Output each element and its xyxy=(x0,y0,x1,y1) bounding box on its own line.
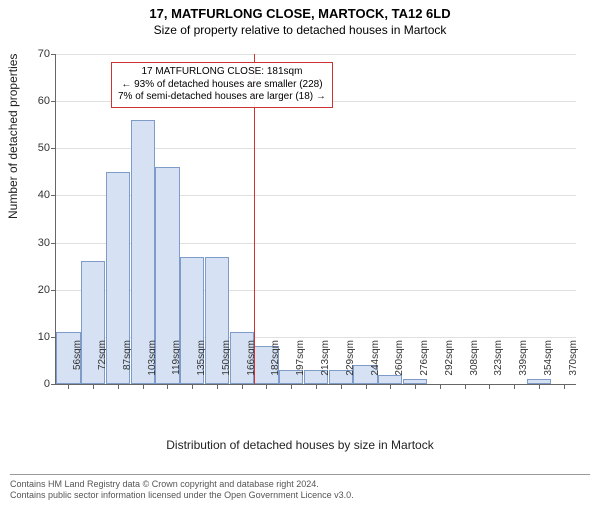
y-tick xyxy=(51,101,56,102)
callout-box: 17 MATFURLONG CLOSE: 181sqm← 93% of deta… xyxy=(111,62,333,108)
plot-region: 01020304050607056sqm72sqm87sqm103sqm119s… xyxy=(55,54,576,385)
x-tick xyxy=(489,384,490,389)
footer: Contains HM Land Registry data © Crown c… xyxy=(10,474,590,502)
x-tick xyxy=(440,384,441,389)
x-tick-label: 292sqm xyxy=(444,340,455,390)
y-tick-label: 30 xyxy=(10,237,50,249)
footer-line-2: Contains public sector information licen… xyxy=(10,490,590,502)
footer-line-1: Contains HM Land Registry data © Crown c… xyxy=(10,479,590,491)
x-tick xyxy=(68,384,69,389)
x-tick xyxy=(415,384,416,389)
x-tick-label: 354sqm xyxy=(543,340,554,390)
x-tick-label: 323sqm xyxy=(493,340,504,390)
x-tick xyxy=(539,384,540,389)
chart-title-main: 17, MATFURLONG CLOSE, MARTOCK, TA12 6LD xyxy=(0,6,600,21)
x-tick xyxy=(514,384,515,389)
x-tick xyxy=(242,384,243,389)
x-tick-label: 370sqm xyxy=(568,340,579,390)
x-tick-label: 308sqm xyxy=(469,340,480,390)
x-tick xyxy=(266,384,267,389)
x-tick xyxy=(291,384,292,389)
y-tick-label: 10 xyxy=(10,331,50,343)
x-tick-label: 276sqm xyxy=(419,340,430,390)
y-tick-label: 60 xyxy=(10,95,50,107)
y-tick-label: 0 xyxy=(10,378,50,390)
y-tick-label: 50 xyxy=(10,142,50,154)
x-tick xyxy=(366,384,367,389)
x-tick xyxy=(143,384,144,389)
x-tick xyxy=(465,384,466,389)
callout-line: 7% of semi-detached houses are larger (1… xyxy=(118,91,326,104)
x-tick xyxy=(192,384,193,389)
x-tick xyxy=(390,384,391,389)
x-tick xyxy=(93,384,94,389)
x-tick xyxy=(341,384,342,389)
y-tick xyxy=(51,148,56,149)
callout-line: 17 MATFURLONG CLOSE: 181sqm xyxy=(118,66,326,79)
y-tick xyxy=(51,243,56,244)
y-tick-label: 70 xyxy=(10,48,50,60)
y-tick-label: 40 xyxy=(10,189,50,201)
y-tick xyxy=(51,54,56,55)
callout-line: ← 93% of detached houses are smaller (22… xyxy=(118,79,326,92)
x-tick xyxy=(118,384,119,389)
x-tick xyxy=(316,384,317,389)
x-tick xyxy=(564,384,565,389)
chart-area: Number of detached properties 0102030405… xyxy=(55,54,575,384)
x-tick xyxy=(217,384,218,389)
gridline xyxy=(56,54,576,55)
x-axis-title: Distribution of detached houses by size … xyxy=(0,438,600,452)
x-tick xyxy=(167,384,168,389)
chart-title-sub: Size of property relative to detached ho… xyxy=(0,23,600,37)
y-tick-label: 20 xyxy=(10,284,50,296)
y-tick xyxy=(51,195,56,196)
y-tick xyxy=(51,290,56,291)
y-tick xyxy=(51,384,56,385)
